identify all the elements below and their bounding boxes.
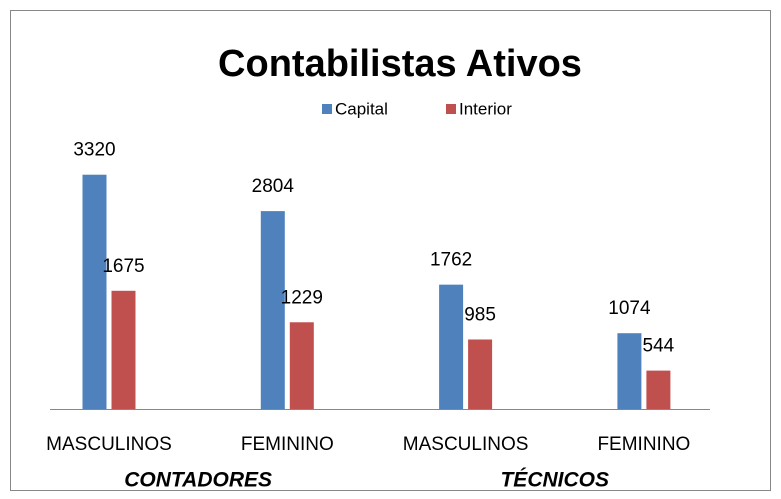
bar — [111, 290, 136, 409]
group-label: TÉCNICOS — [500, 469, 609, 492]
chart-title: Contabilistas Ativos — [218, 43, 582, 85]
bar — [468, 339, 493, 409]
legend-label: Capital — [335, 99, 388, 118]
data-label: 1229 — [281, 287, 323, 308]
x-tick-label: FEMININO — [241, 434, 334, 455]
data-label: 3320 — [73, 140, 115, 161]
data-label: 1074 — [608, 298, 651, 319]
bar — [260, 211, 285, 409]
data-label: 544 — [643, 336, 675, 357]
x-tick-label: FEMININO — [597, 434, 690, 455]
bar — [617, 333, 642, 409]
bar — [289, 322, 314, 409]
chart-border — [10, 10, 771, 491]
x-tick-label: MASCULINOS — [403, 434, 529, 455]
bar — [439, 284, 464, 409]
legend-label: Interior — [459, 99, 512, 118]
x-tick-label: MASCULINOS — [46, 434, 172, 455]
legend-swatch — [322, 104, 332, 114]
data-label: 1762 — [430, 250, 472, 271]
data-label: 985 — [464, 305, 496, 326]
legend-swatch — [446, 104, 456, 114]
data-label: 1675 — [102, 256, 144, 277]
bar — [646, 370, 671, 409]
group-label: CONTADORES — [124, 469, 272, 492]
data-label: 2804 — [252, 176, 295, 197]
bar — [82, 174, 107, 409]
